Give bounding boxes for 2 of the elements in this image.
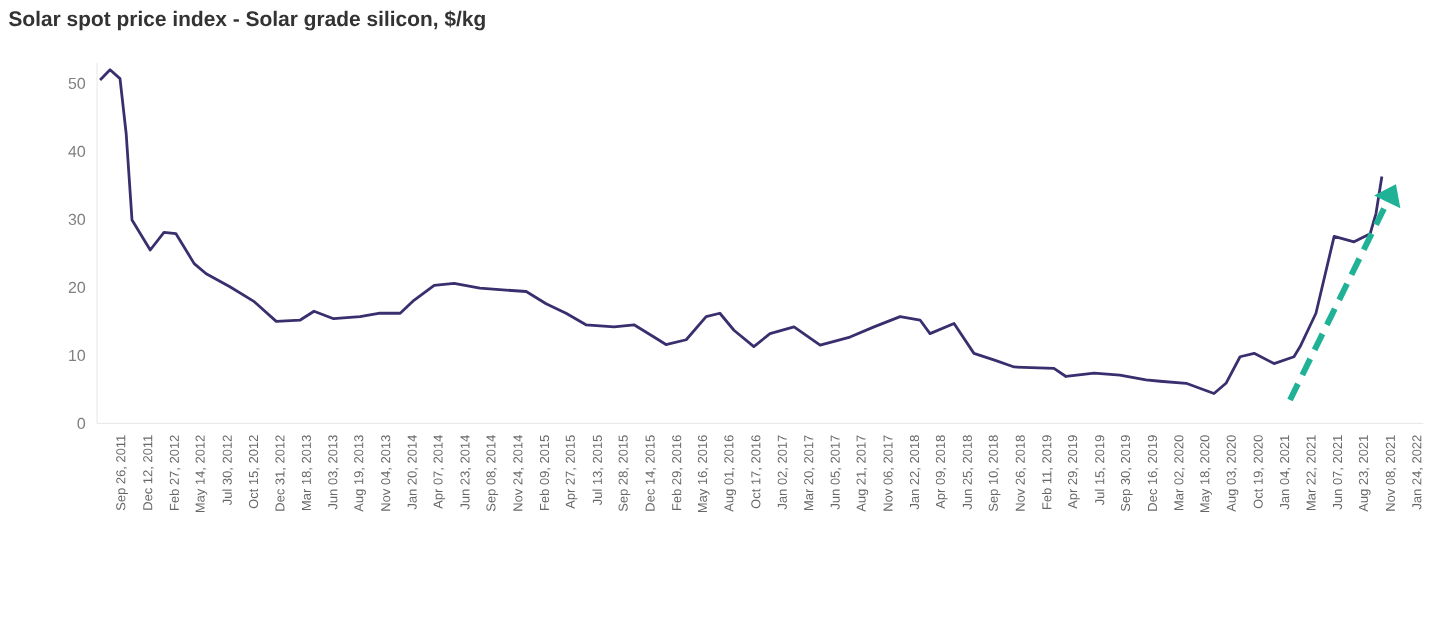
line-series (98, 68, 1384, 395)
chart-title: Solar spot price index - Solar grade silicon, $/kg (8, 10, 485, 31)
